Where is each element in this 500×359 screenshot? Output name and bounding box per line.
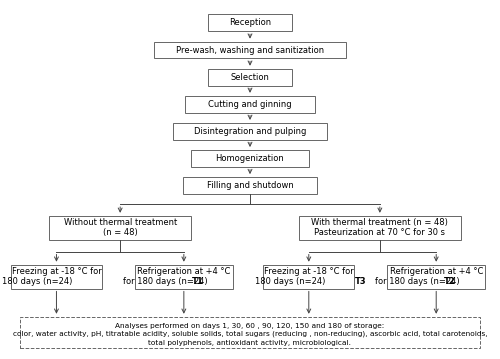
FancyBboxPatch shape (11, 265, 102, 289)
FancyBboxPatch shape (182, 177, 318, 194)
FancyBboxPatch shape (387, 265, 485, 289)
Text: 180 days (n=24): 180 days (n=24) (2, 278, 76, 286)
Text: Refrigeration at +4 °C: Refrigeration at +4 °C (137, 267, 230, 276)
Text: (n = 48): (n = 48) (103, 228, 138, 237)
Text: Disintegration and pulping: Disintegration and pulping (194, 127, 306, 136)
FancyBboxPatch shape (191, 150, 309, 167)
Text: total polyphenols, antioxidant activity, microbiological.: total polyphenols, antioxidant activity,… (148, 340, 352, 346)
Text: Freezing at -18 °C for: Freezing at -18 °C for (264, 267, 354, 276)
Text: Filling and shutdown: Filling and shutdown (206, 181, 294, 190)
FancyBboxPatch shape (135, 265, 233, 289)
Text: Homogenization: Homogenization (216, 154, 284, 163)
FancyBboxPatch shape (154, 42, 346, 59)
Text: Selection: Selection (230, 73, 270, 81)
Text: color, water activity, pH, titratable acidity, soluble solids, total sugars (red: color, water activity, pH, titratable ac… (13, 331, 487, 337)
FancyBboxPatch shape (173, 123, 327, 140)
Text: Pasteurization at 70 °C for 30 s: Pasteurization at 70 °C for 30 s (314, 228, 446, 237)
Text: T3: T3 (354, 278, 366, 286)
Text: Without thermal treatment: Without thermal treatment (64, 218, 177, 227)
Text: for 180 days (n=24): for 180 days (n=24) (375, 278, 462, 286)
FancyBboxPatch shape (185, 96, 315, 113)
FancyBboxPatch shape (49, 216, 191, 240)
FancyBboxPatch shape (20, 317, 480, 348)
FancyBboxPatch shape (299, 216, 460, 240)
FancyBboxPatch shape (208, 14, 292, 31)
FancyBboxPatch shape (264, 265, 354, 289)
Text: 180 days (n=24): 180 days (n=24) (254, 278, 328, 286)
Text: Refrigeration at +4 °C: Refrigeration at +4 °C (390, 267, 483, 276)
Text: Pre-wash, washing and sanitization: Pre-wash, washing and sanitization (176, 46, 324, 55)
Text: T1: T1 (192, 278, 203, 286)
Text: for 180 days (n=24): for 180 days (n=24) (122, 278, 210, 286)
Text: T2: T2 (444, 278, 456, 286)
Text: Cutting and ginning: Cutting and ginning (208, 100, 292, 109)
Text: With thermal treatment (n = 48): With thermal treatment (n = 48) (312, 218, 448, 227)
FancyBboxPatch shape (208, 69, 292, 85)
Text: Reception: Reception (229, 18, 271, 27)
Text: Analyses performed on days 1, 30, 60 , 90, 120, 150 and 180 of storage:: Analyses performed on days 1, 30, 60 , 9… (116, 323, 384, 328)
Text: Freezing at -18 °C for: Freezing at -18 °C for (12, 267, 102, 276)
